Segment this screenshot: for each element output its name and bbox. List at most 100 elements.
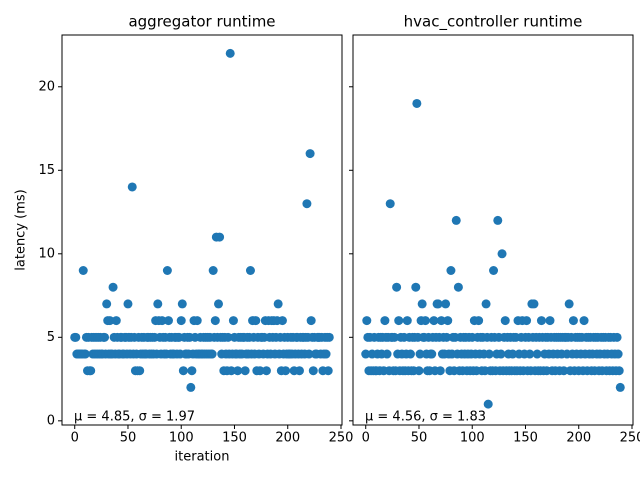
point — [163, 316, 173, 326]
point — [228, 316, 238, 326]
point — [135, 366, 145, 376]
y-tick-label: 20 — [38, 79, 55, 94]
point — [500, 316, 510, 326]
x-tick-label: 200 — [275, 431, 300, 446]
y-tick-label: 10 — [38, 246, 55, 261]
point — [493, 215, 503, 225]
point — [417, 299, 427, 309]
point — [380, 316, 390, 326]
point — [306, 316, 316, 326]
point — [251, 316, 261, 326]
axes-frame — [352, 34, 634, 426]
point — [294, 366, 304, 376]
point — [127, 182, 137, 192]
point — [223, 332, 233, 342]
point — [281, 366, 291, 376]
point — [433, 299, 443, 309]
point — [261, 366, 271, 376]
x-tick-label: 150 — [222, 431, 247, 446]
point — [508, 349, 518, 359]
point — [382, 349, 392, 359]
x-tick-label: 100 — [169, 431, 194, 446]
point — [420, 316, 430, 326]
point — [614, 366, 624, 376]
annotation: μ = 4.85, σ = 1.97 — [74, 410, 195, 425]
point — [453, 282, 463, 292]
point — [612, 332, 622, 342]
point — [192, 316, 202, 326]
point — [225, 48, 235, 58]
point — [559, 366, 569, 376]
point — [321, 349, 331, 359]
chart-title: hvac_controller runtime — [404, 13, 583, 32]
point — [240, 366, 250, 376]
point — [308, 366, 318, 376]
point — [214, 299, 224, 309]
point — [394, 316, 404, 326]
chart-title: aggregator runtime — [128, 13, 275, 31]
point — [411, 282, 421, 292]
point — [545, 316, 555, 326]
point — [273, 299, 283, 309]
point — [210, 316, 220, 326]
point — [532, 349, 542, 359]
point — [415, 349, 425, 359]
x-tick-label: 250 — [329, 431, 354, 446]
point — [568, 316, 578, 326]
point — [108, 282, 118, 292]
point — [186, 382, 196, 392]
point — [215, 232, 225, 242]
annotation: μ = 4.56, σ = 1.83 — [365, 410, 486, 425]
point — [613, 349, 623, 359]
point — [412, 98, 422, 108]
point — [392, 282, 402, 292]
point — [78, 266, 88, 276]
point — [361, 349, 371, 359]
x-tick-label: 50 — [120, 431, 137, 446]
point — [177, 299, 187, 309]
point — [385, 199, 395, 209]
point — [436, 316, 446, 326]
point — [233, 366, 243, 376]
point — [483, 399, 493, 409]
x-axis-label: iteration — [175, 450, 230, 465]
point — [208, 266, 218, 276]
point — [441, 299, 451, 309]
point — [157, 316, 167, 326]
point — [305, 149, 315, 159]
point — [86, 366, 96, 376]
point — [429, 316, 439, 326]
point — [615, 382, 625, 392]
point — [111, 316, 121, 326]
y-axis-label: latency (ms) — [14, 189, 29, 270]
point — [489, 266, 499, 276]
point — [226, 366, 236, 376]
point — [80, 349, 90, 359]
point — [105, 316, 115, 326]
point — [102, 299, 112, 309]
point — [443, 316, 453, 326]
point — [323, 366, 333, 376]
point — [481, 299, 491, 309]
y-tick-label: 0 — [47, 413, 55, 428]
point — [536, 316, 546, 326]
point — [564, 299, 574, 309]
point — [414, 366, 424, 376]
point — [405, 349, 415, 359]
y-tick-label: 5 — [47, 330, 55, 345]
point — [525, 349, 535, 359]
x-tick-label: 50 — [411, 431, 428, 446]
point — [446, 266, 456, 276]
point — [162, 266, 172, 276]
point — [255, 366, 265, 376]
axes-frame — [61, 34, 343, 426]
point — [187, 366, 197, 376]
x-tick-label: 250 — [620, 431, 640, 446]
y-tick-label: 15 — [38, 163, 55, 178]
point — [304, 349, 314, 359]
point — [324, 332, 334, 342]
point — [522, 316, 532, 326]
point — [474, 316, 484, 326]
point — [579, 316, 589, 326]
